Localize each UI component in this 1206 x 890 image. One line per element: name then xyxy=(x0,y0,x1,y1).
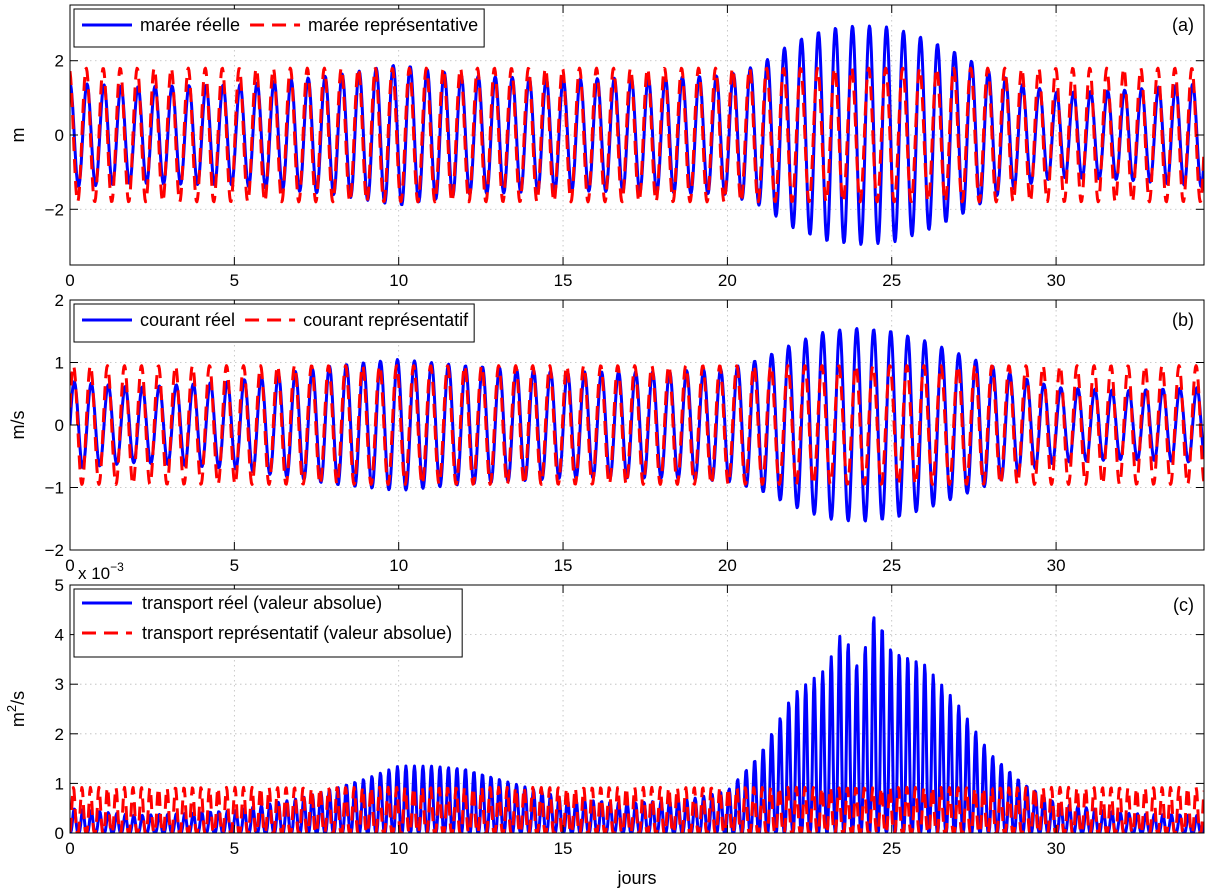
x-tick-label: 15 xyxy=(554,556,573,575)
x-tick-label: 0 xyxy=(65,556,74,575)
y-multiplier: x 10−3 xyxy=(78,560,124,583)
x-tick-label: 25 xyxy=(882,556,901,575)
panel-label: (b) xyxy=(1172,310,1194,330)
y-tick-label: −2 xyxy=(45,200,64,219)
axes-frame xyxy=(69,584,1205,834)
legend-label: courant représentatif xyxy=(303,310,469,330)
panel-a: 0 5 10 15 20 25 30 −2 0 2 m (a) marée réelle marée re… xyxy=(8,4,1205,290)
panel-label: (a) xyxy=(1172,15,1194,35)
legend-box xyxy=(73,8,485,48)
x-tick-label: 5 xyxy=(230,271,239,290)
y-tick-label: 0 xyxy=(55,416,64,435)
legend-box xyxy=(73,303,475,343)
series-line-representative xyxy=(70,66,1204,204)
y-tick-label: 0 xyxy=(55,126,64,145)
legend-label: marée réelle xyxy=(140,15,240,35)
y-tick-label: 4 xyxy=(55,626,64,645)
x-tick-label: 15 xyxy=(554,839,573,858)
x-tick-label: 0 xyxy=(65,271,74,290)
x-tick-label: 20 xyxy=(718,839,737,858)
y-axis-label: m2/s xyxy=(4,691,28,727)
x-tick-label: 30 xyxy=(1047,271,1066,290)
y-tick-label: 1 xyxy=(55,774,64,793)
y-tick-label: 5 xyxy=(55,576,64,595)
x-tick-label: 0 xyxy=(65,839,74,858)
x-tick-label: 20 xyxy=(718,556,737,575)
x-tick-label: 25 xyxy=(882,839,901,858)
y-tick-label: 1 xyxy=(55,354,64,373)
panel-label: (c) xyxy=(1173,595,1194,615)
y-axis-label: m/s xyxy=(8,411,28,440)
y-axis-label: m xyxy=(8,128,28,143)
legend-box xyxy=(73,588,463,658)
series-line-real xyxy=(70,327,1204,523)
y-tick-label: 2 xyxy=(55,291,64,310)
legend-label: marée représentative xyxy=(308,15,478,35)
x-tick-label: 20 xyxy=(718,271,737,290)
x-tick-label: 5 xyxy=(230,839,239,858)
legend: courant réel courant représentatif xyxy=(73,303,475,343)
legend-label: transport représentatif (valeur absolue) xyxy=(142,623,452,643)
legend: marée réelle marée représentative xyxy=(73,8,485,48)
y-tick-label: 2 xyxy=(55,52,64,71)
legend-label: courant réel xyxy=(140,310,235,330)
y-tick-label: 3 xyxy=(55,675,64,694)
y-tick-label: −1 xyxy=(45,479,64,498)
legend-label: transport réel (valeur absolue) xyxy=(142,593,382,613)
legend: transport réel (valeur absolue) transport… xyxy=(73,588,463,658)
x-tick-label: 10 xyxy=(389,271,408,290)
panel-c: 0 5 10 15 20 25 30 0 1 2 3 4 5 m2/s x 10−3 (c) transport… xyxy=(4,560,1205,858)
y-tick-label: 0 xyxy=(55,824,64,843)
y-tick-label: −2 xyxy=(45,541,64,560)
x-tick-label: 30 xyxy=(1047,556,1066,575)
x-tick-label: 5 xyxy=(230,556,239,575)
x-tick-label: 25 xyxy=(882,271,901,290)
x-tick-label: 10 xyxy=(389,839,408,858)
y-tick-label: 2 xyxy=(55,725,64,744)
series-line-representative xyxy=(70,364,1204,486)
x-tick-label: 30 xyxy=(1047,839,1066,858)
series-line-representative xyxy=(70,785,1204,833)
x-tick-label: 10 xyxy=(389,556,408,575)
x-axis-label: jours xyxy=(616,868,656,888)
x-tick-label: 15 xyxy=(554,271,573,290)
